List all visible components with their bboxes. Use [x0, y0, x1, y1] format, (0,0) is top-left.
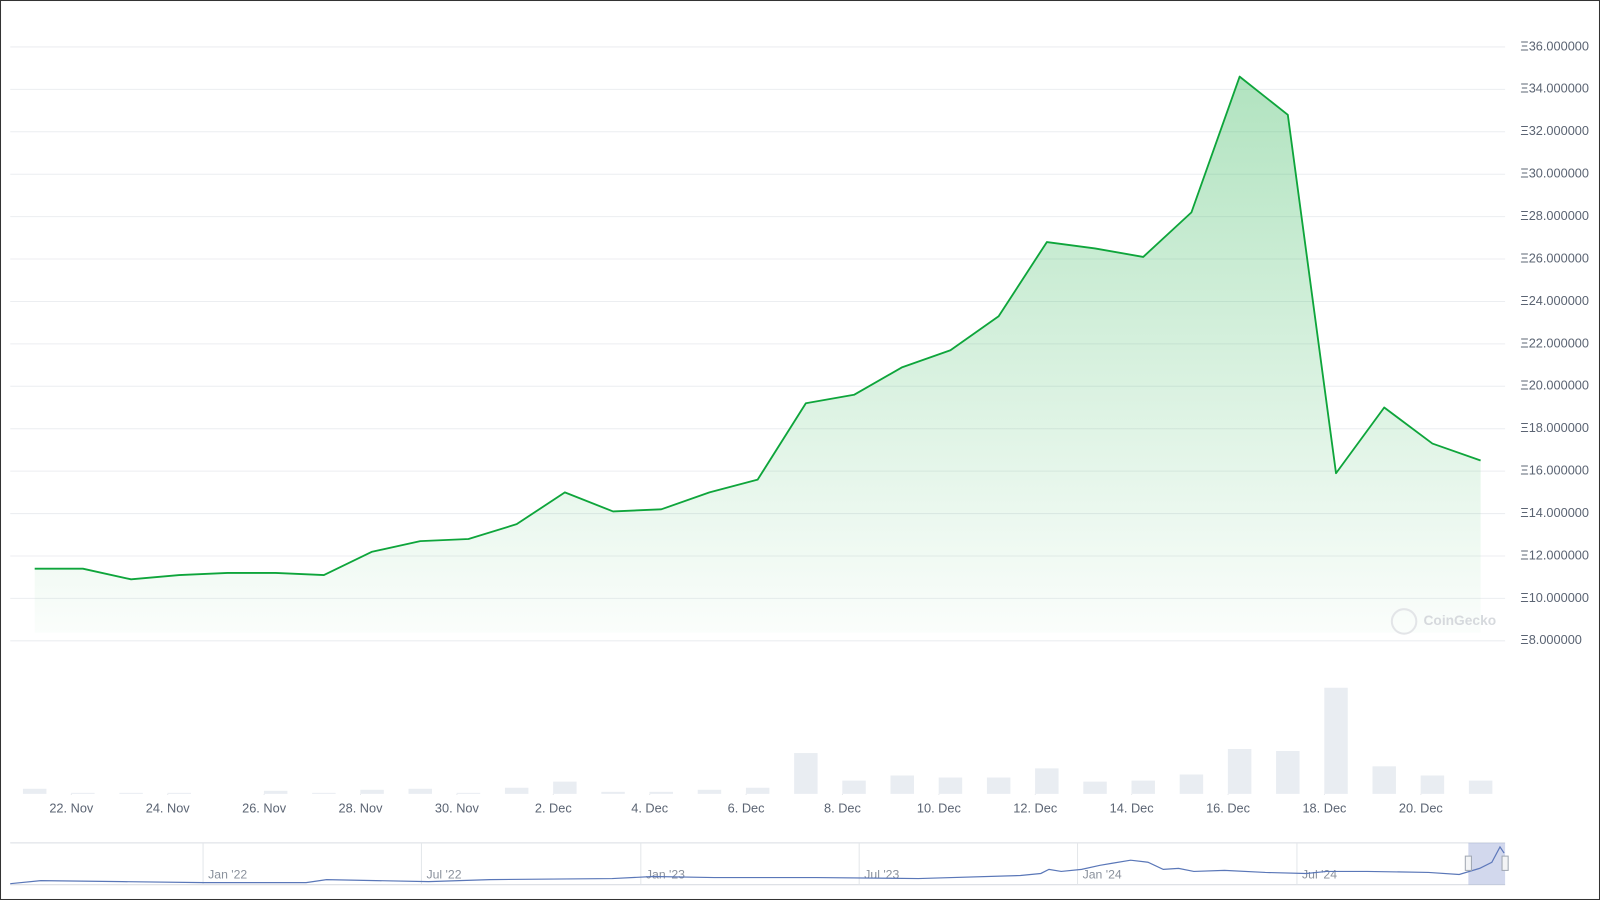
y-tick-label: Ξ12.000000 — [1520, 547, 1589, 562]
grid: Ξ36.000000 Ξ34.000000 Ξ32.000000 Ξ30.000000… — [10, 38, 1589, 647]
y-tick-label: Ξ18.000000 — [1520, 420, 1589, 435]
volume-bar — [119, 792, 143, 794]
volume-bar — [986, 777, 1011, 794]
y-tick-label: Ξ22.000000 — [1520, 335, 1589, 350]
price-line — [34, 75, 1481, 581]
volume-bar — [553, 781, 577, 794]
volume-bar — [1276, 751, 1300, 794]
navigator-line — [10, 845, 1505, 885]
volume-bar — [1372, 766, 1396, 794]
y-tick-label: Ξ26.000000 — [1520, 250, 1589, 265]
volume-bar — [745, 787, 770, 794]
volume-bar — [167, 792, 192, 794]
volume-bar — [1131, 780, 1155, 794]
x-tick-label: 26. Nov — [242, 801, 287, 816]
y-tick-label: Ξ16.000000 — [1520, 463, 1589, 478]
navigator: Jan '22 Jul '22 Jan '23 Jul '23 Jan '24 Jul '… — [10, 842, 1509, 886]
volume-bar — [263, 790, 288, 794]
x-axis: 22. Nov 24. Nov 26. Nov 28. Nov 30. Nov 2. De… — [49, 793, 1444, 816]
navigator-label: Jan '24 — [1083, 868, 1122, 882]
volume-bar — [456, 792, 481, 794]
y-tick-label: Ξ14.000000 — [1520, 505, 1589, 520]
volume-bar — [1179, 774, 1204, 794]
navigator-selection[interactable] — [1468, 842, 1506, 885]
x-tick-label: 24. Nov — [146, 801, 191, 816]
x-tick-label: 16. Dec — [1206, 801, 1251, 816]
y-tick-label: Ξ24.000000 — [1520, 293, 1589, 308]
y-tick-label: Ξ30.000000 — [1520, 166, 1589, 181]
volume-bar — [1324, 687, 1348, 794]
price-area — [34, 76, 1481, 633]
y-tick-label: Ξ8.000000 — [1520, 632, 1581, 647]
volume-bar — [504, 787, 529, 794]
volume-bars — [22, 687, 1493, 794]
navigator-label: Jul '24 — [1302, 868, 1337, 882]
volume-bar — [1083, 781, 1107, 794]
volume-bar — [842, 780, 866, 794]
x-tick-label: 14. Dec — [1110, 801, 1155, 816]
volume-bar — [649, 791, 673, 794]
navigator-label: Jul '22 — [427, 868, 462, 882]
y-tick-label: Ξ10.000000 — [1520, 590, 1589, 605]
volume-bar — [794, 753, 818, 794]
volume-bar — [890, 775, 914, 794]
x-tick-label: 22. Nov — [49, 801, 94, 816]
x-tick-label: 4. Dec — [631, 801, 668, 816]
volume-bar — [1227, 748, 1252, 794]
y-tick-label: Ξ36.000000 — [1520, 38, 1589, 53]
x-tick-label: 20. Dec — [1399, 801, 1444, 816]
volume-bar — [938, 777, 963, 794]
volume-bar — [312, 792, 336, 794]
volume-bar — [22, 788, 47, 794]
volume-bar — [1420, 775, 1445, 794]
volume-bar — [697, 789, 722, 794]
watermark-logo — [1390, 608, 1418, 635]
y-tick-label: Ξ34.000000 — [1520, 81, 1589, 96]
volume-bar — [601, 791, 625, 794]
navigator-label: Jul '23 — [864, 868, 899, 882]
navigator-label: Jan '22 — [208, 868, 247, 882]
volume-bar — [1468, 780, 1493, 794]
x-tick-label: 2. Dec — [535, 801, 572, 816]
navigator-handle[interactable] — [1464, 855, 1472, 871]
y-tick-label: Ξ32.000000 — [1520, 123, 1589, 138]
volume-bar — [1035, 768, 1059, 794]
navigator-label: Jan '23 — [646, 868, 685, 882]
watermark: CoinGecko — [1390, 608, 1496, 635]
y-tick-label: Ξ20.000000 — [1520, 378, 1589, 393]
x-tick-label: 30. Nov — [435, 801, 480, 816]
x-tick-label: 8. Dec — [824, 801, 861, 816]
volume-bar — [71, 792, 95, 794]
x-tick-label: 6. Dec — [728, 801, 765, 816]
volume-bar — [408, 788, 433, 794]
volume-bar — [360, 789, 384, 794]
x-tick-label: 18. Dec — [1302, 801, 1347, 816]
watermark-text: CoinGecko — [1423, 613, 1496, 628]
navigator-handle[interactable] — [1501, 855, 1509, 871]
x-tick-label: 12. Dec — [1013, 801, 1058, 816]
x-tick-label: 10. Dec — [917, 801, 962, 816]
x-tick-label: 28. Nov — [339, 801, 384, 816]
y-tick-label: Ξ28.000000 — [1520, 208, 1589, 223]
plot — [34, 75, 1481, 633]
